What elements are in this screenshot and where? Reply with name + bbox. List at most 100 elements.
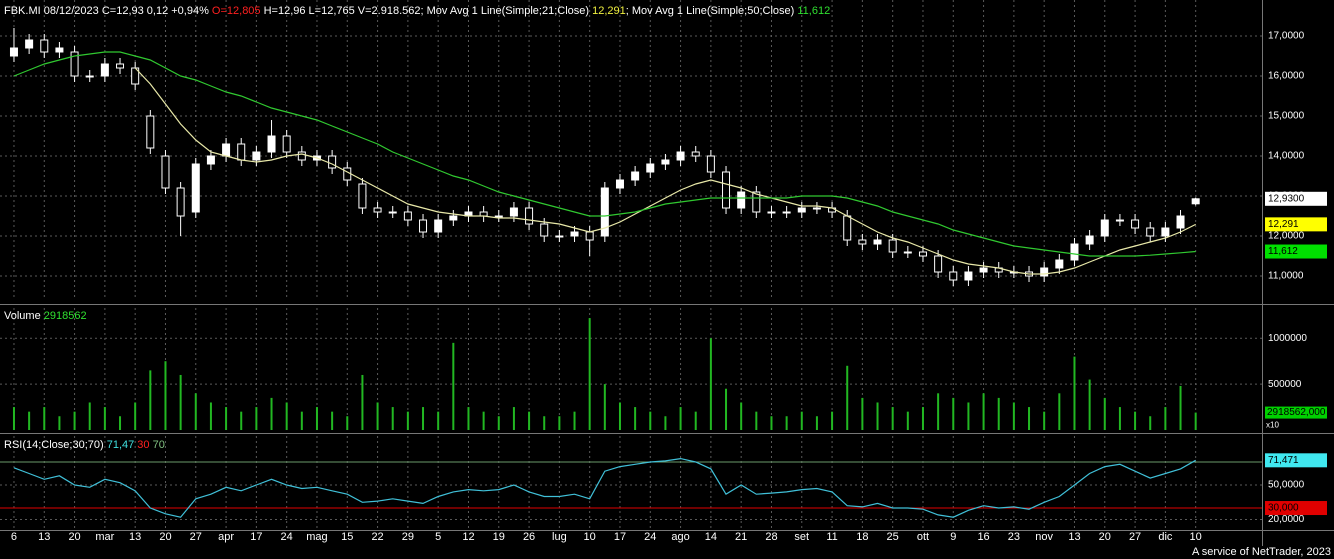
line-series <box>13 457 1196 518</box>
candle-body <box>555 235 564 238</box>
volume-bar <box>1149 416 1152 430</box>
candle-body <box>767 211 776 214</box>
candle-body <box>116 63 125 69</box>
volume-bar <box>209 402 212 430</box>
candle-body <box>722 171 731 209</box>
candle-body <box>373 207 382 213</box>
volume-bar <box>1103 397 1106 430</box>
volume-bar <box>1134 411 1137 430</box>
candle-body <box>267 135 276 153</box>
candle-body <box>1176 215 1185 229</box>
candle-body <box>691 151 700 157</box>
volume-bar <box>406 411 409 430</box>
x-tick-label: 10 <box>1190 531 1202 543</box>
volume-bar <box>88 402 91 430</box>
x-tick-label: 18 <box>856 531 868 543</box>
x-tick-label: 17 <box>614 531 626 543</box>
value-marker-label: 71,471 <box>1268 455 1299 466</box>
candle-body <box>964 271 973 281</box>
candle-body <box>282 135 291 153</box>
candle-body <box>631 171 640 181</box>
volume-bar <box>1179 385 1182 430</box>
candle-body <box>85 75 94 78</box>
volume-bar <box>755 411 758 430</box>
candle-body <box>419 219 428 233</box>
volume-bar <box>815 416 818 430</box>
panel-title-part: RSI(14;Close;30;70) <box>4 439 107 451</box>
volume-bar <box>618 402 621 430</box>
volume-bar <box>1073 356 1076 430</box>
value-marker <box>1265 244 1327 259</box>
volume-bar <box>119 416 122 430</box>
x-tick-label: 20 <box>159 531 171 543</box>
candle-body <box>328 155 337 169</box>
volume-bar <box>482 411 485 430</box>
volume-bar <box>73 411 76 430</box>
panel-title-part: Volume <box>4 310 44 322</box>
candle-body <box>600 187 609 237</box>
volume-bar <box>709 338 712 430</box>
volume-bar <box>891 407 894 430</box>
candle-body <box>388 211 397 214</box>
y-tick-label: 14,0000 <box>1268 151 1305 162</box>
candle-body <box>585 231 594 241</box>
x-tick-label: 21 <box>735 531 747 543</box>
volume-bar <box>1088 379 1091 430</box>
value-marker <box>1265 501 1327 516</box>
x-tick-label: 13 <box>38 531 50 543</box>
candle-body <box>237 143 246 161</box>
candle-body <box>858 239 867 245</box>
candle-body <box>646 163 655 173</box>
x-tick-label: 16 <box>977 531 989 543</box>
volume-bar <box>437 411 440 430</box>
candle-body <box>1040 267 1049 277</box>
volume-bar <box>467 407 470 430</box>
volume-bar <box>846 365 849 430</box>
candle-body <box>176 187 185 217</box>
volume-bar <box>240 411 243 430</box>
volume-bar <box>103 407 106 430</box>
volume-bar <box>861 397 864 430</box>
volume-bar <box>831 411 834 430</box>
volume-bar <box>1194 412 1197 430</box>
volume-bar <box>603 384 606 430</box>
candle-body <box>191 163 200 213</box>
volume-bar <box>512 407 515 430</box>
volume-bar <box>1164 407 1167 430</box>
volume-bar <box>134 402 137 430</box>
candle-body <box>146 115 155 149</box>
last-value-label: 2918562,000 <box>1267 407 1326 418</box>
x-tick-label: 19 <box>493 531 505 543</box>
candle-body <box>494 215 503 218</box>
x-tick-label: 23 <box>1008 531 1020 543</box>
volume-bar <box>1058 393 1061 430</box>
volume-bar <box>391 407 394 430</box>
volume-bar <box>997 397 1000 430</box>
volume-bar <box>967 402 970 430</box>
x-tick-label: 10 <box>584 531 596 543</box>
candle-body <box>1115 219 1124 222</box>
volume-bar <box>588 318 591 430</box>
candle-body <box>252 151 261 161</box>
candle-body <box>403 211 412 221</box>
volume-bar <box>452 342 455 430</box>
candle-body <box>55 47 64 53</box>
volume-bar <box>225 407 228 430</box>
candle-body <box>1070 243 1079 261</box>
volume-bar <box>937 393 940 430</box>
volume-bar <box>43 407 46 430</box>
x-tick-label: 11 <box>826 531 837 543</box>
panel-title-part: H=12,96 L=12,765 V=2.918.562; Mov Avg 1 … <box>261 5 593 17</box>
volume-bar <box>800 411 803 430</box>
candle-body <box>1146 227 1155 237</box>
x-tick-label: 22 <box>371 531 383 543</box>
candle-body <box>949 271 958 281</box>
volume-bar <box>573 411 576 430</box>
candle-body <box>161 155 170 189</box>
y-tick-label: 15,0000 <box>1268 111 1305 122</box>
volume-bar <box>270 397 273 430</box>
volume-bar <box>785 416 788 430</box>
value-marker <box>1265 191 1327 206</box>
y-tick-label: 500000 <box>1268 379 1302 390</box>
candle-body <box>222 143 231 157</box>
